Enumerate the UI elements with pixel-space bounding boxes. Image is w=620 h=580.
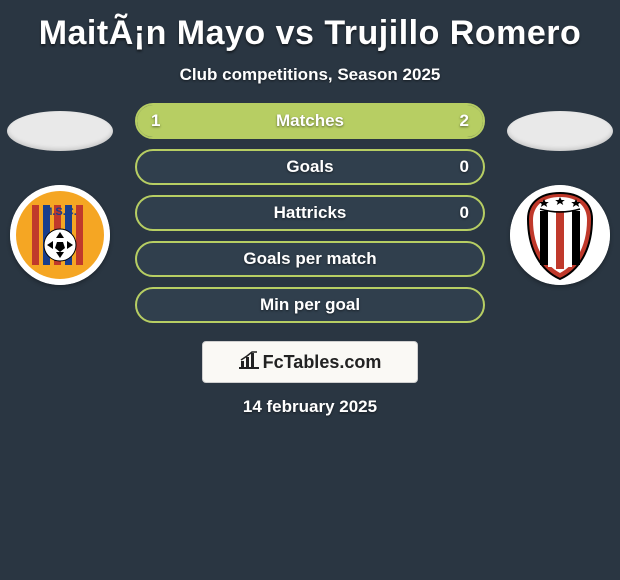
stat-right-value: 0	[460, 157, 469, 177]
stat-label: Goals per match	[243, 249, 376, 269]
stat-right-value: 2	[460, 111, 469, 131]
stat-label: Goals	[286, 157, 333, 177]
stat-bars: 1 Matches 2 Goals 0 Hattricks 0 Goals pe…	[135, 103, 485, 323]
page-title: MaitÃ¡n Mayo vs Trujillo Romero	[0, 0, 620, 57]
site-badge[interactable]: FcTables.com	[202, 341, 418, 383]
right-side	[500, 103, 620, 285]
left-side: M.S.C.	[0, 103, 120, 285]
page-subtitle: Club competitions, Season 2025	[0, 57, 620, 103]
stat-label: Matches	[276, 111, 344, 131]
stat-bar-goals: Goals 0	[135, 149, 485, 185]
stat-bar-hattricks: Hattricks 0	[135, 195, 485, 231]
stat-right-value: 0	[460, 203, 469, 223]
site-label: FcTables.com	[263, 352, 382, 373]
stat-bar-min-per-goal: Min per goal	[135, 287, 485, 323]
left-club-badge: M.S.C.	[10, 185, 110, 285]
msc-badge-icon: M.S.C.	[10, 185, 110, 285]
stat-label: Min per goal	[260, 295, 360, 315]
right-club-badge	[510, 185, 610, 285]
date-label: 14 february 2025	[0, 397, 620, 417]
stat-left-value: 1	[151, 111, 160, 131]
right-flag-placeholder	[507, 111, 613, 151]
left-flag-placeholder	[7, 111, 113, 151]
stat-label: Hattricks	[274, 203, 347, 223]
chart-icon	[239, 351, 259, 374]
svg-text:M.S.C.: M.S.C.	[43, 206, 77, 218]
stat-bar-matches: 1 Matches 2	[135, 103, 485, 139]
portuguesa-badge-icon	[510, 185, 610, 285]
stat-bar-goals-per-match: Goals per match	[135, 241, 485, 277]
comparison-content: M.S.C.	[0, 103, 620, 417]
